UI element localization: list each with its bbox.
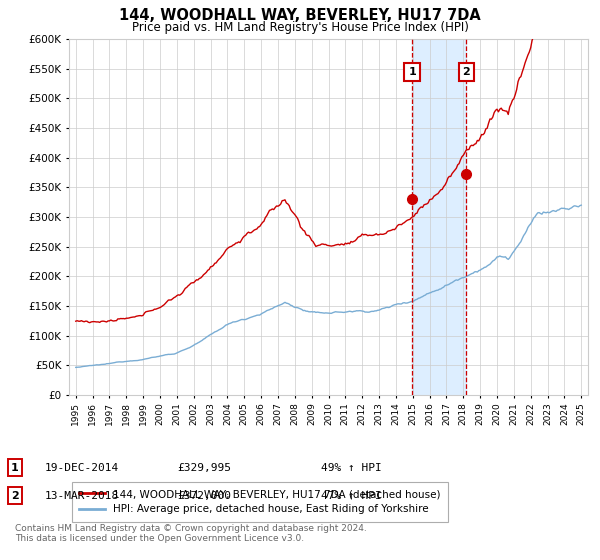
Text: £372,000: £372,000 [177,491,231,501]
Text: 49% ↑ HPI: 49% ↑ HPI [321,463,382,473]
Legend: 144, WOODHALL WAY, BEVERLEY, HU17 7DA (detached house), HPI: Average price, deta: 144, WOODHALL WAY, BEVERLEY, HU17 7DA (d… [71,482,448,521]
Text: 47% ↑ HPI: 47% ↑ HPI [321,491,382,501]
Text: £329,995: £329,995 [177,463,231,473]
Text: 144, WOODHALL WAY, BEVERLEY, HU17 7DA: 144, WOODHALL WAY, BEVERLEY, HU17 7DA [119,8,481,24]
Text: 2: 2 [463,67,470,77]
Text: Contains HM Land Registry data © Crown copyright and database right 2024.
This d: Contains HM Land Registry data © Crown c… [15,524,367,543]
Text: Price paid vs. HM Land Registry's House Price Index (HPI): Price paid vs. HM Land Registry's House … [131,21,469,34]
Text: 19-DEC-2014: 19-DEC-2014 [45,463,119,473]
Text: 2: 2 [11,491,19,501]
Text: 1: 1 [408,67,416,77]
Text: 1: 1 [11,463,19,473]
Bar [412,39,466,395]
Text: 13-MAR-2018: 13-MAR-2018 [45,491,119,501]
